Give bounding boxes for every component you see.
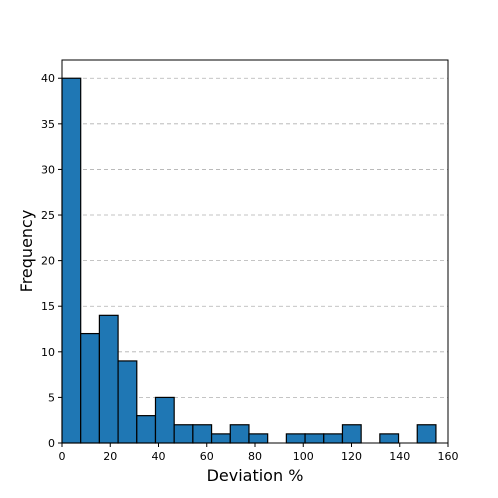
histogram-bar	[341, 424, 362, 444]
x-tick-label: 80	[248, 450, 262, 463]
histogram-bar	[117, 360, 138, 444]
x-tick-label: 60	[200, 450, 214, 463]
histogram-bar	[136, 415, 157, 444]
x-tick-label: 0	[59, 450, 66, 463]
grid-lines	[62, 77, 448, 398]
y-tick-label: 0	[48, 437, 55, 450]
histogram-bar	[379, 433, 400, 444]
histogram-bar	[80, 332, 100, 444]
y-tick-label: 40	[41, 72, 55, 85]
y-tick-label: 15	[41, 300, 55, 313]
histogram-bar	[61, 77, 82, 444]
histogram-bar	[98, 314, 119, 444]
y-tick-label: 35	[41, 118, 55, 131]
y-tick-label: 30	[41, 163, 55, 176]
histogram-bar	[248, 433, 269, 444]
y-axis-label: Frequency	[17, 210, 36, 293]
histogram-bar	[229, 424, 250, 444]
histogram-bar	[304, 433, 325, 444]
histogram-bar	[285, 433, 306, 444]
x-tick-label: 140	[389, 450, 410, 463]
x-axis-ticks: 0 20 40 60 80 100 120 140 160	[59, 443, 459, 463]
x-tick-label: 100	[293, 450, 314, 463]
y-axis-ticks: 0 5 10 15 20 25 30 35 40	[41, 72, 62, 450]
x-axis-label: Deviation %	[207, 466, 304, 485]
x-tick-label: 160	[438, 450, 459, 463]
y-tick-label: 25	[41, 209, 55, 222]
histogram-bar	[323, 433, 344, 444]
x-tick-label: 120	[341, 450, 362, 463]
x-tick-label: 20	[103, 450, 117, 463]
histogram-bar	[154, 396, 175, 444]
histogram-bar	[192, 424, 213, 444]
histogram-bar	[416, 424, 437, 444]
y-tick-label: 5	[48, 391, 55, 404]
y-tick-label: 10	[41, 346, 55, 359]
y-tick-label: 20	[41, 255, 55, 268]
histogram-bar	[210, 433, 231, 444]
histogram-bar	[173, 424, 194, 444]
x-tick-label: 40	[152, 450, 166, 463]
